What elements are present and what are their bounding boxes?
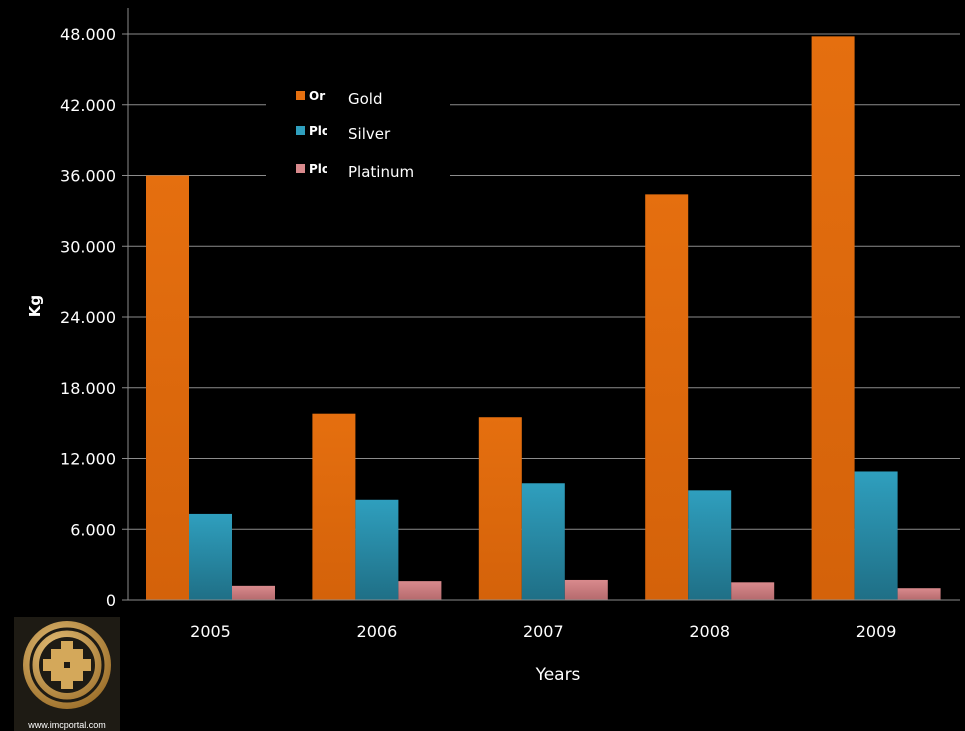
legend-label: Platinum	[348, 163, 414, 181]
bar-gold-2005	[146, 175, 189, 600]
y-tick-label: 0	[106, 591, 116, 610]
legend-fragment-text: Plo	[309, 124, 330, 138]
bar-platinum-2008	[731, 582, 775, 600]
legend-swatch	[296, 91, 305, 100]
bar-gold-2006	[312, 413, 356, 600]
legend: Or Gold Plo Silver Plo Platinum	[266, 80, 450, 186]
y-tick-label: 48.000	[60, 25, 116, 44]
logo-url-text: www.imcportal.com	[28, 720, 106, 730]
bar-platinum-2007	[564, 579, 608, 600]
legend-label-backdrop	[327, 153, 449, 183]
y-tick-label: 18.000	[60, 379, 116, 398]
legend-label: Silver	[348, 125, 391, 143]
bars	[146, 36, 941, 600]
x-tick-label: 2005	[190, 622, 231, 641]
legend-swatch	[296, 164, 305, 173]
legend-label-backdrop	[327, 80, 449, 110]
bar-platinum-2005	[232, 585, 275, 600]
bar-silver-2009	[854, 471, 898, 600]
x-tick-label: 2008	[689, 622, 730, 641]
y-tick-label: 36.000	[60, 167, 116, 186]
y-tick-label: 30.000	[60, 237, 116, 256]
y-tick-label: 12.000	[60, 450, 116, 469]
bar-silver-2007	[521, 483, 565, 600]
axes: 0 6.000 12.000 18.000 24.000 30.000 36.000 42.0…	[60, 8, 960, 641]
legend-fragment-text: Or	[309, 89, 325, 103]
bar-gold-2008	[645, 194, 689, 600]
y-axis-title: Kg	[26, 295, 44, 317]
x-tick-label: 2009	[856, 622, 897, 641]
bar-platinum-2009	[897, 588, 941, 600]
legend-fragment-text: Plo	[309, 162, 330, 176]
x-axis-title: Years	[535, 665, 581, 685]
gold-knot-emblem-icon	[23, 621, 111, 709]
x-tick-label: 2007	[523, 622, 564, 641]
bar-silver-2006	[355, 499, 399, 600]
y-tick-label: 42.000	[60, 96, 116, 115]
legend-label-backdrop	[327, 115, 449, 145]
bar-silver-2005	[189, 513, 232, 600]
imcportal-logo: www.imcportal.com	[14, 617, 120, 731]
y-tick-label: 6.000	[70, 520, 116, 539]
bar-gold-2009	[811, 36, 855, 600]
bar-gold-2007	[478, 417, 522, 600]
legend-swatch	[296, 126, 305, 135]
bar-platinum-2006	[398, 581, 442, 600]
bar-silver-2008	[688, 490, 732, 600]
y-tick-label: 24.000	[60, 308, 116, 327]
legend-label: Gold	[348, 90, 383, 108]
x-tick-label: 2006	[357, 622, 398, 641]
